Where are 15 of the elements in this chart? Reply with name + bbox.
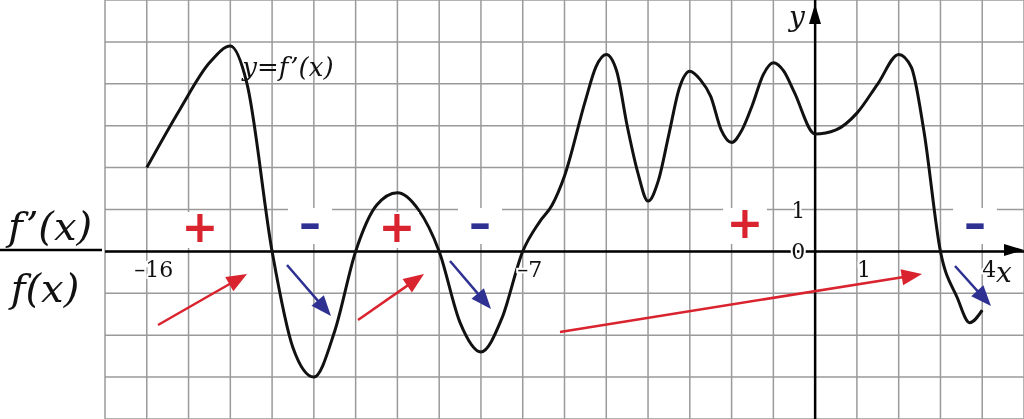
annotation: – [299, 197, 321, 248]
x-tick-label: 1 [856, 257, 871, 283]
text: f(x) [7, 265, 80, 311]
x-tick-label: –16 [134, 257, 174, 283]
y-axis-title: y [787, 0, 807, 33]
annotation: – [964, 197, 986, 248]
x-tick-label: –7 [517, 257, 543, 283]
annotation: – [469, 197, 491, 248]
text: f’(x) [4, 203, 93, 249]
annotation: + [726, 197, 764, 248]
series-label: y=f’(x) [241, 52, 334, 83]
x-tick-label: 4 [982, 257, 997, 283]
x-axis-title: x [996, 256, 1013, 289]
annotation: + [378, 201, 416, 252]
annotation: + [181, 201, 219, 252]
